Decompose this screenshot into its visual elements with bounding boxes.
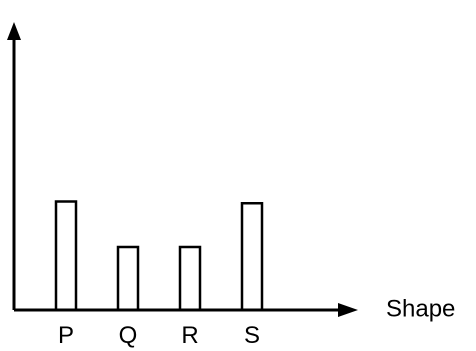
x-axis-label: Shape <box>386 295 455 322</box>
tick-label-q: Q <box>119 322 138 349</box>
bar-q <box>116 245 140 312</box>
bar-s <box>240 202 264 312</box>
bar-r <box>178 245 202 312</box>
category-labels: P Q R S <box>58 322 260 349</box>
x-axis-arrowhead <box>338 303 358 317</box>
bar-p <box>54 200 78 312</box>
tick-label-r: R <box>181 322 198 349</box>
bars-group <box>54 200 264 312</box>
tick-label-p: P <box>58 322 74 349</box>
tick-label-s: S <box>244 322 260 349</box>
y-axis-arrowhead <box>7 22 21 40</box>
